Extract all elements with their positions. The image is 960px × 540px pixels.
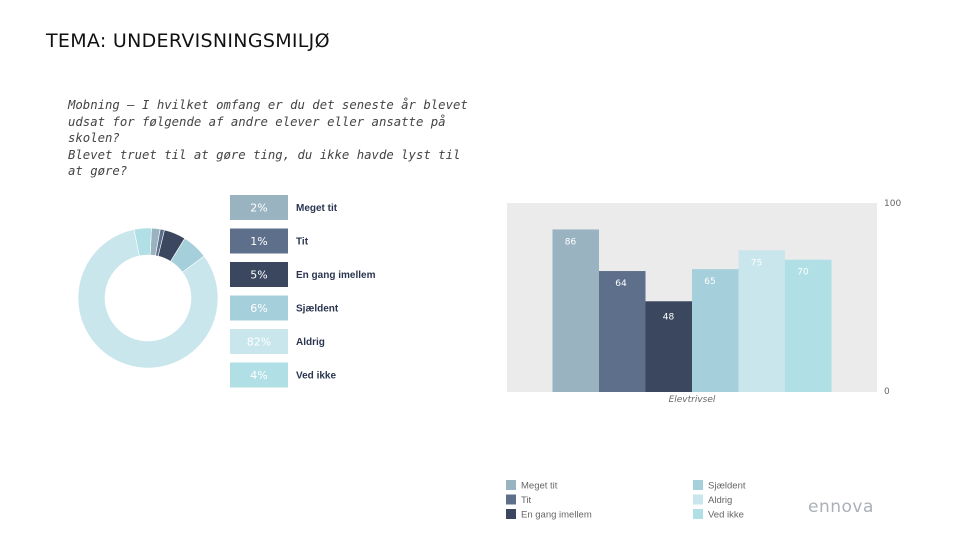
legend-label: En gang imellem: [296, 270, 376, 281]
bar-value-label: 75: [751, 258, 762, 268]
legend-swatch: [506, 509, 516, 519]
bar: [599, 271, 646, 392]
legend-percent: 1%: [250, 235, 267, 248]
legend-label: Ved ikke: [296, 371, 336, 382]
y-tick-label: 100: [884, 199, 901, 209]
legend-label: Sjældent: [708, 481, 746, 492]
donut-legend: 2% Meget tit 1% Tit 5% En gang imellem 6% Sjæld…: [230, 195, 376, 388]
legend-label: Aldrig: [296, 337, 325, 348]
legend-swatch: [230, 262, 288, 287]
legend-percent: 2%: [250, 202, 267, 215]
bar: [645, 301, 692, 392]
legend-label: Tit: [521, 495, 532, 506]
legend-swatch: [506, 480, 516, 490]
bar: [738, 250, 785, 392]
bar-value-label: 64: [615, 279, 627, 289]
legend-percent: 5%: [250, 269, 267, 282]
legend-percent: 82%: [247, 336, 271, 349]
legend-label: Meget tit: [521, 481, 558, 492]
page-title: TEMA: UNDERVISNINGSMILJØ: [46, 30, 330, 52]
legend-percent: 6%: [250, 302, 267, 315]
legend-label: Ved ikke: [708, 510, 744, 521]
legend-swatch: [693, 494, 703, 505]
legend-swatch: [693, 509, 703, 519]
bar: [692, 269, 739, 392]
donut-slice: [77, 229, 219, 369]
legend-swatch: [506, 494, 516, 505]
bar-value-label: 48: [663, 312, 675, 322]
bar: [785, 259, 832, 392]
ennova-logo: ennova: [808, 497, 874, 517]
legend-label: Sjældent: [296, 304, 339, 315]
legend-swatch: [230, 295, 288, 321]
donut-chart: [77, 227, 219, 369]
question-text: Mobning – I hvilket omfang er du det sen…: [68, 98, 468, 178]
bar-value-label: 70: [797, 268, 809, 278]
bar-value-label: 86: [565, 237, 577, 247]
bar-value-label: 65: [704, 277, 715, 287]
legend-swatch: [230, 195, 288, 220]
legend-label: Tit: [296, 237, 309, 248]
bar-legend: Meget tit Tit En gang imellem Sjældent Aldri…: [506, 480, 746, 521]
bar-chart: 86 64 48 65 75 70 100 0 Elevtrivsel: [507, 199, 901, 405]
legend-swatch: [230, 228, 288, 254]
legend-label: Meget tit: [296, 203, 338, 214]
donut-slice: [133, 227, 152, 257]
legend-percent: 4%: [250, 369, 267, 382]
legend-swatch: [230, 329, 288, 354]
y-tick-label: 0: [884, 387, 890, 397]
legend-swatch: [230, 362, 288, 388]
legend-label: Aldrig: [708, 495, 732, 506]
bar: [552, 229, 599, 392]
legend-label: En gang imellem: [521, 510, 592, 521]
legend-swatch: [693, 480, 703, 490]
x-axis-label: Elevtrivsel: [669, 395, 716, 405]
